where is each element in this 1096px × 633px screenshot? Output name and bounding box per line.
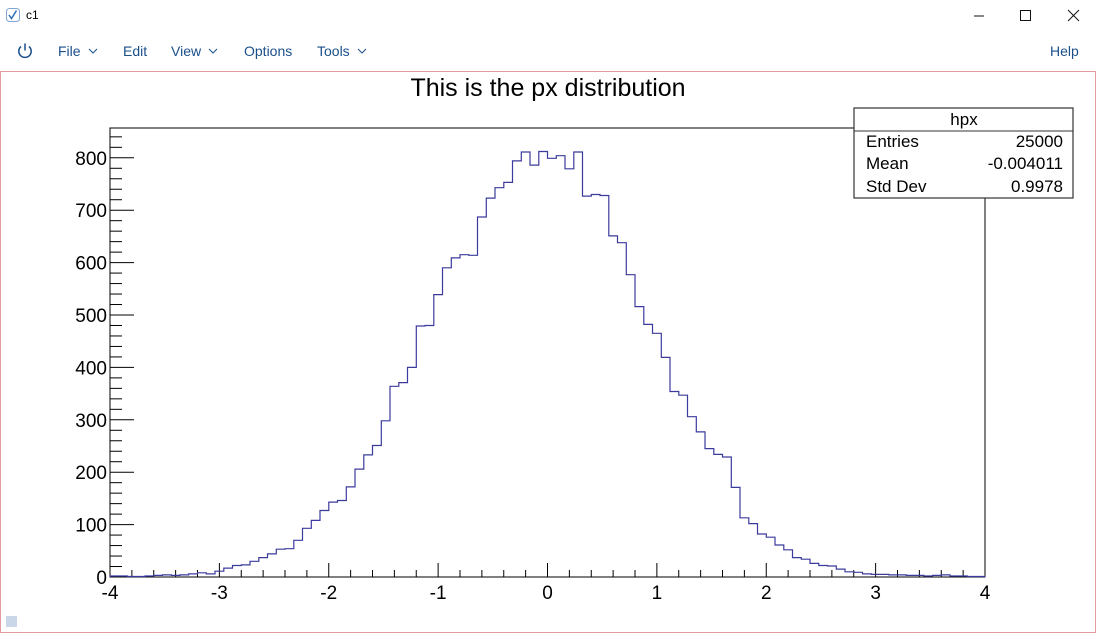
root-canvas[interactable]: This is the px distribution 0 100 200 300 40… — [0, 71, 1096, 633]
x-tick-label: 2 — [761, 583, 772, 604]
menu-edit-label: Edit — [123, 43, 148, 59]
stats-stddev-value: 0.9978 — [1011, 177, 1063, 196]
menu-edit[interactable]: Edit — [123, 43, 147, 59]
minimize-icon — [974, 15, 984, 17]
menu-file[interactable]: File — [58, 43, 98, 59]
x-tick-label: 0 — [542, 583, 553, 604]
maximize-button[interactable] — [1002, 0, 1048, 31]
root-app-icon — [6, 8, 20, 22]
x-tick-label: 1 — [652, 583, 663, 604]
window-titlebar: c1 — [0, 0, 1096, 32]
minimize-button[interactable] — [956, 0, 1002, 31]
stats-entries-label: Entries — [866, 132, 919, 151]
power-button[interactable] — [15, 41, 35, 61]
y-tick-label: 600 — [75, 254, 107, 275]
menu-file-label: File — [58, 43, 81, 59]
menu-help-label: Help — [1050, 43, 1079, 59]
menu-view-label: View — [171, 43, 202, 59]
x-tick-label: 4 — [980, 583, 991, 604]
y-tick-label: 400 — [75, 358, 107, 379]
menu-view[interactable]: View — [171, 43, 218, 59]
y-axis: 0 100 200 300 400 500 600 700 800 — [75, 136, 134, 589]
stats-box-name: hpx — [950, 110, 978, 129]
histogram-plot[interactable]: This is the px distribution 010020030040… — [1, 72, 1095, 632]
stats-box-frame — [853, 107, 1074, 199]
x-tick-label: 3 — [870, 583, 881, 604]
menu-tools[interactable]: Tools — [317, 43, 367, 59]
y-tick-label: 0 — [96, 568, 107, 589]
stats-mean-label: Mean — [866, 154, 909, 173]
chart-title: This is the px distribution — [410, 74, 685, 102]
x-tick-label: -1 — [430, 583, 447, 604]
y-tick-label: 200 — [75, 463, 107, 484]
x-tick-label: -3 — [211, 583, 228, 604]
y-tick-label: 300 — [75, 411, 107, 432]
maximize-icon — [1020, 10, 1031, 21]
y-tick-label: 800 — [75, 149, 107, 170]
chevron-down-icon — [208, 48, 218, 54]
menu-help[interactable]: Help — [1050, 43, 1079, 59]
stats-mean-value: -0.004011 — [988, 154, 1063, 173]
menu-tools-label: Tools — [317, 43, 350, 59]
menu-options[interactable]: Options — [244, 43, 292, 59]
close-icon — [1067, 9, 1080, 22]
menu-options-label: Options — [244, 43, 293, 59]
status-indicator — [6, 616, 17, 627]
x-tick-label: -2 — [320, 583, 337, 604]
stats-stddev-label: Std Dev — [866, 177, 927, 196]
histogram-line — [109, 150, 986, 578]
y-tick-label: 500 — [75, 306, 107, 327]
stats-box[interactable]: hpx Entries 25000 Mean -0.004011 Std Dev… — [853, 107, 1074, 199]
close-button[interactable] — [1050, 0, 1096, 31]
menu-bar: File Edit View Options Tools Help — [0, 31, 1096, 71]
window-title: c1 — [26, 8, 39, 22]
y-tick-label: 100 — [75, 516, 107, 537]
chevron-down-icon — [357, 48, 367, 54]
chevron-down-icon — [88, 48, 97, 54]
y-tick-label: 700 — [75, 201, 107, 222]
x-tick-label: -4 — [102, 583, 119, 604]
stats-entries-value: 25000 — [1016, 132, 1063, 151]
power-icon — [18, 43, 32, 59]
x-axis: -4 -3 -2 -1 0 1 2 3 4 — [102, 563, 991, 604]
